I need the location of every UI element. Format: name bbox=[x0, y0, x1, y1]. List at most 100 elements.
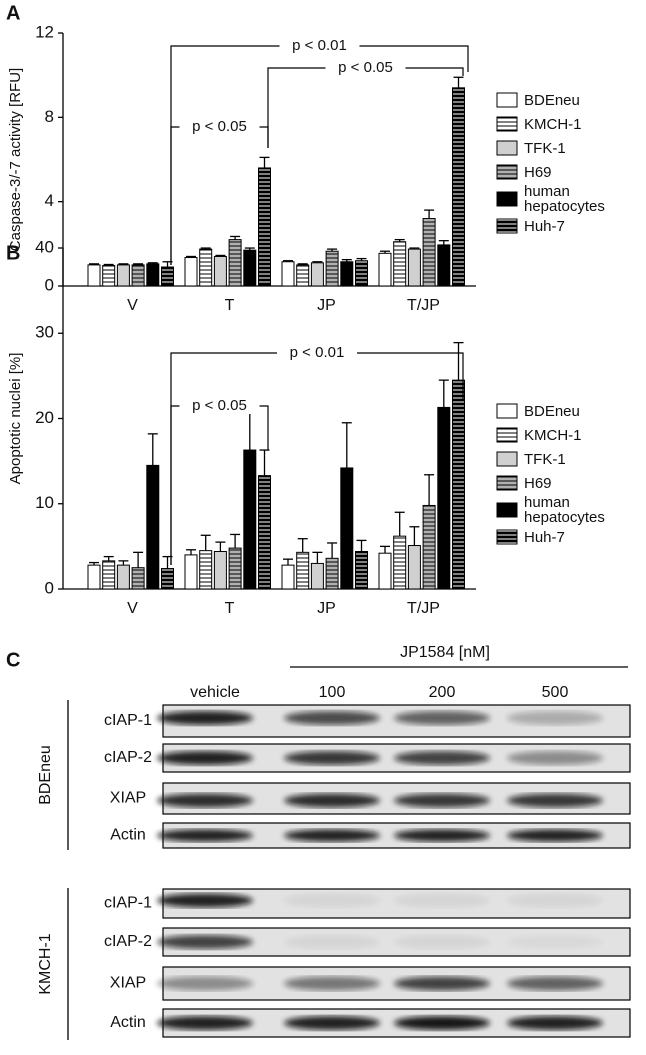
blot-band bbox=[284, 829, 380, 842]
bar bbox=[281, 564, 295, 590]
legend-item: BDEneu bbox=[496, 88, 616, 112]
y-tick-label: 4 bbox=[45, 191, 54, 210]
bar bbox=[131, 567, 145, 590]
row-label: XIAP bbox=[110, 790, 146, 807]
lane-label: 200 bbox=[429, 684, 456, 701]
bar bbox=[102, 560, 116, 590]
y-tick-label: 20 bbox=[35, 408, 54, 427]
legend-label: TFK-1 bbox=[524, 139, 566, 157]
bar bbox=[393, 535, 407, 590]
blot-band bbox=[284, 711, 380, 725]
blot-band bbox=[394, 793, 490, 808]
bar bbox=[243, 249, 257, 287]
blot-band bbox=[284, 1016, 380, 1030]
blot-band bbox=[394, 976, 490, 991]
significance-label: p < 0.05 bbox=[338, 59, 393, 76]
legend-item: human hepatocytes bbox=[496, 495, 616, 525]
legend-item: TFK-1 bbox=[496, 136, 616, 160]
legend-swatch-box bbox=[496, 116, 518, 132]
blot-band bbox=[157, 976, 253, 991]
blot-band bbox=[157, 793, 253, 808]
bracket-label-bg bbox=[325, 60, 406, 76]
legend-swatch-box bbox=[496, 164, 518, 180]
panel-label: B bbox=[6, 242, 20, 264]
bar bbox=[378, 252, 392, 287]
x-tick-label: V bbox=[127, 297, 138, 314]
blot-band bbox=[284, 893, 380, 908]
bar bbox=[87, 264, 101, 287]
row-label: cIAP-2 bbox=[104, 933, 152, 950]
legend-label: BDEneu bbox=[524, 91, 580, 109]
legend-swatch bbox=[496, 529, 518, 545]
bar bbox=[296, 264, 310, 287]
legend-swatch bbox=[496, 164, 518, 180]
y-tick-label: 0 bbox=[45, 275, 54, 294]
legend-swatch bbox=[496, 218, 518, 234]
blot-band bbox=[507, 893, 603, 908]
bracket-label-bg bbox=[279, 38, 360, 54]
legend-label: KMCH-1 bbox=[524, 115, 582, 133]
legend: BDEneu KMCH-1 TFK-1 H69 human hepatocytes Huh… bbox=[496, 399, 616, 549]
legend-swatch-box bbox=[496, 140, 518, 156]
legend-label: TFK-1 bbox=[524, 450, 566, 468]
bar bbox=[184, 554, 198, 590]
bar bbox=[310, 262, 324, 287]
bracket-label-bg bbox=[179, 398, 260, 414]
legend-item: human hepatocytes bbox=[496, 184, 616, 214]
bar bbox=[407, 545, 421, 590]
legend-swatch-box bbox=[496, 475, 518, 491]
legend-swatch-box bbox=[496, 92, 518, 108]
legend-swatch-box bbox=[496, 403, 518, 419]
bar bbox=[258, 475, 271, 590]
bar bbox=[340, 467, 354, 590]
legend-swatch bbox=[496, 475, 518, 491]
y-axis-title: Apoptotic nuclei [%] bbox=[7, 353, 24, 485]
panel-label: C bbox=[6, 649, 20, 671]
bar bbox=[161, 568, 174, 590]
legend-item: Huh-7 bbox=[496, 214, 616, 238]
bar bbox=[258, 167, 271, 287]
bar bbox=[116, 564, 130, 590]
significance-label: p < 0.05 bbox=[192, 118, 247, 135]
legend-label: human hepatocytes bbox=[524, 494, 605, 526]
legend-swatch bbox=[496, 92, 518, 108]
bar bbox=[281, 261, 295, 287]
significance-label: p < 0.05 bbox=[192, 397, 247, 414]
bar bbox=[146, 263, 160, 287]
blot-band bbox=[157, 751, 253, 765]
blot-band bbox=[394, 1016, 490, 1030]
bar bbox=[131, 264, 145, 287]
significance-bracket bbox=[170, 126, 269, 265]
blot-band bbox=[507, 976, 603, 991]
x-tick-label: JP bbox=[317, 600, 336, 617]
bar bbox=[116, 264, 130, 287]
row-label: Actin bbox=[110, 1014, 146, 1031]
bar bbox=[87, 564, 101, 590]
bar bbox=[452, 379, 465, 590]
significance-bracket bbox=[267, 67, 464, 148]
bar bbox=[422, 218, 436, 287]
blot-band bbox=[507, 711, 603, 725]
significance-label: p < 0.01 bbox=[290, 344, 345, 361]
blot-band bbox=[507, 1016, 603, 1030]
blot-band bbox=[157, 935, 253, 949]
legend-item: TFK-1 bbox=[496, 447, 616, 471]
legend-item: KMCH-1 bbox=[496, 423, 616, 447]
x-tick-label: T/JP bbox=[407, 297, 440, 314]
x-tick-label: JP bbox=[317, 297, 336, 314]
y-tick-label: 8 bbox=[45, 107, 54, 126]
bar bbox=[213, 550, 227, 590]
legend-label: KMCH-1 bbox=[524, 426, 582, 444]
bar bbox=[422, 504, 436, 590]
legend-label: H69 bbox=[524, 163, 552, 181]
x-tick-label: T/JP bbox=[407, 600, 440, 617]
blot-band bbox=[284, 793, 380, 808]
row-label: cIAP-2 bbox=[104, 749, 152, 766]
blot-band bbox=[157, 711, 253, 725]
bar bbox=[378, 552, 392, 590]
legend-item: BDEneu bbox=[496, 399, 616, 423]
y-tick-label: 12 bbox=[35, 22, 54, 41]
legend-label: Huh-7 bbox=[524, 217, 565, 235]
y-tick-label: 40 bbox=[35, 237, 54, 256]
